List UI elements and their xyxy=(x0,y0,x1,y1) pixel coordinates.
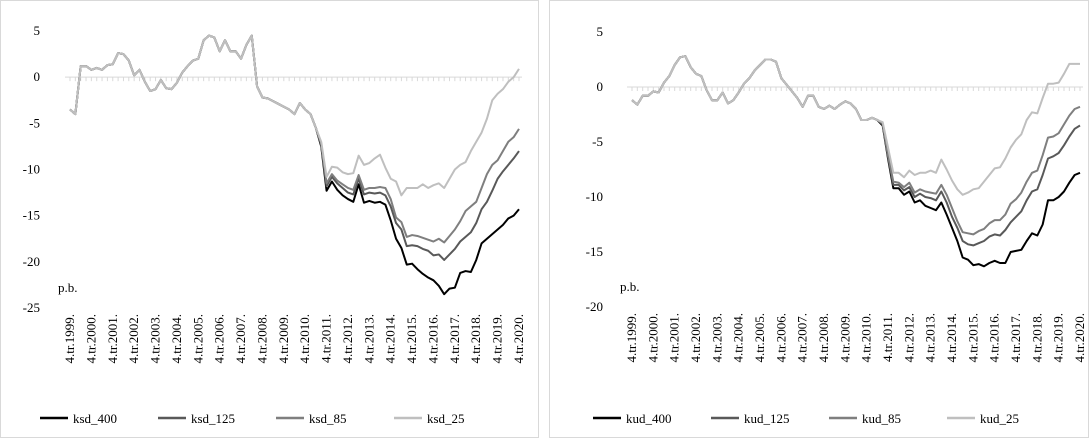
x-tick-label: 4.tr.2017. xyxy=(447,314,462,363)
x-tick-label: 4.tr.2020. xyxy=(511,314,526,363)
x-tick-label: 4.tr.2018. xyxy=(468,314,483,363)
legend-label: kud_25 xyxy=(980,411,1019,426)
x-tick-label: 4.tr.2011. xyxy=(880,313,895,362)
x-tick-label: 4.tr.2016. xyxy=(425,314,440,363)
x-tick-label: 4.tr.2008. xyxy=(254,314,269,363)
x-tick-label: 4.tr.1999. xyxy=(624,313,639,362)
x-tick-label: 4.tr.2012. xyxy=(340,314,355,363)
x-tick-label: 4.tr.2004. xyxy=(169,314,184,363)
annotation: p.b. xyxy=(58,280,78,295)
x-tick-label: 4.tr.2012. xyxy=(901,313,916,362)
legend-label: ksd_400 xyxy=(73,411,117,426)
panel-frame xyxy=(549,0,1089,438)
legend-label: ksd_85 xyxy=(309,411,347,426)
y-tick-label: -20 xyxy=(23,254,40,269)
x-tick-label: 4.tr.2014. xyxy=(383,314,398,363)
y-tick-label: -15 xyxy=(23,208,40,223)
x-tick-label: 4.tr.2015. xyxy=(965,313,980,362)
x-tick-label: 4.tr.2019. xyxy=(1051,313,1066,362)
y-tick-label: -5 xyxy=(29,115,40,130)
y-tick-label: -20 xyxy=(586,299,603,314)
x-tick-label: 4.tr.2000. xyxy=(83,314,98,363)
x-tick-label: 4.tr.2010. xyxy=(297,314,312,363)
series-line xyxy=(69,34,520,197)
series-line xyxy=(631,55,1081,247)
x-tick-label: 4.tr.2009. xyxy=(276,314,291,363)
x-tick-label: 4.tr.2001. xyxy=(667,313,682,362)
x-tick-label: 4.tr.2015. xyxy=(404,314,419,363)
x-tick-label: 4.tr.2007. xyxy=(233,314,248,363)
series-line xyxy=(631,55,1080,196)
y-tick-label: -10 xyxy=(23,162,40,177)
x-tick-label: 4.tr.2010. xyxy=(859,313,874,362)
x-tick-label: 4.tr.2016. xyxy=(987,313,1002,362)
x-tick-label: 4.tr.2006. xyxy=(212,314,227,363)
x-tick-label: 4.tr.1999. xyxy=(62,314,77,363)
legend-label: ksd_125 xyxy=(191,411,235,426)
x-tick-label: 4.tr.2017. xyxy=(1008,313,1023,362)
x-tick-label: 4.tr.2002. xyxy=(126,314,141,363)
x-tick-label: 4.tr.2013. xyxy=(923,313,938,362)
x-tick-label: 4.tr.2013. xyxy=(361,314,376,363)
y-tick-label: -5 xyxy=(592,134,603,149)
legend-label: ksd_25 xyxy=(427,411,465,426)
y-tick-label: 0 xyxy=(597,79,604,94)
x-tick-label: 4.tr.2003. xyxy=(709,313,724,362)
y-tick-label: 0 xyxy=(34,69,41,84)
x-tick-label: 4.tr.2020. xyxy=(1072,313,1087,362)
legend-label: kud_85 xyxy=(862,411,901,426)
legend-label: kud_125 xyxy=(744,411,790,426)
x-tick-label: 4.tr.2001. xyxy=(105,314,120,363)
y-tick-label: -15 xyxy=(586,244,603,259)
x-tick-label: 4.tr.2005. xyxy=(190,314,205,363)
x-tick-label: 4.tr.2003. xyxy=(148,314,163,363)
y-tick-label: 5 xyxy=(597,24,604,39)
x-tick-label: 4.tr.2002. xyxy=(688,313,703,362)
y-tick-label: 5 xyxy=(34,23,41,38)
legend-label: kud_400 xyxy=(626,411,672,426)
x-tick-label: 4.tr.2007. xyxy=(795,313,810,362)
series-line xyxy=(69,34,520,296)
x-tick-label: 4.tr.2011. xyxy=(319,314,334,363)
x-tick-label: 4.tr.2018. xyxy=(1029,313,1044,362)
y-tick-label: -10 xyxy=(586,189,603,204)
x-tick-label: 4.tr.2006. xyxy=(773,313,788,362)
x-tick-label: 4.tr.2005. xyxy=(752,313,767,362)
x-tick-label: 4.tr.2004. xyxy=(731,313,746,362)
x-tick-label: 4.tr.2008. xyxy=(816,313,831,362)
x-tick-label: 4.tr.2014. xyxy=(944,313,959,362)
x-tick-label: 4.tr.2009. xyxy=(837,313,852,362)
x-tick-label: 4.tr.2000. xyxy=(645,313,660,362)
series-line xyxy=(69,34,520,244)
y-tick-label: -25 xyxy=(23,300,40,315)
annotation: p.b. xyxy=(620,279,640,294)
x-tick-label: 4.tr.2019. xyxy=(490,314,505,363)
series-line xyxy=(69,34,520,261)
